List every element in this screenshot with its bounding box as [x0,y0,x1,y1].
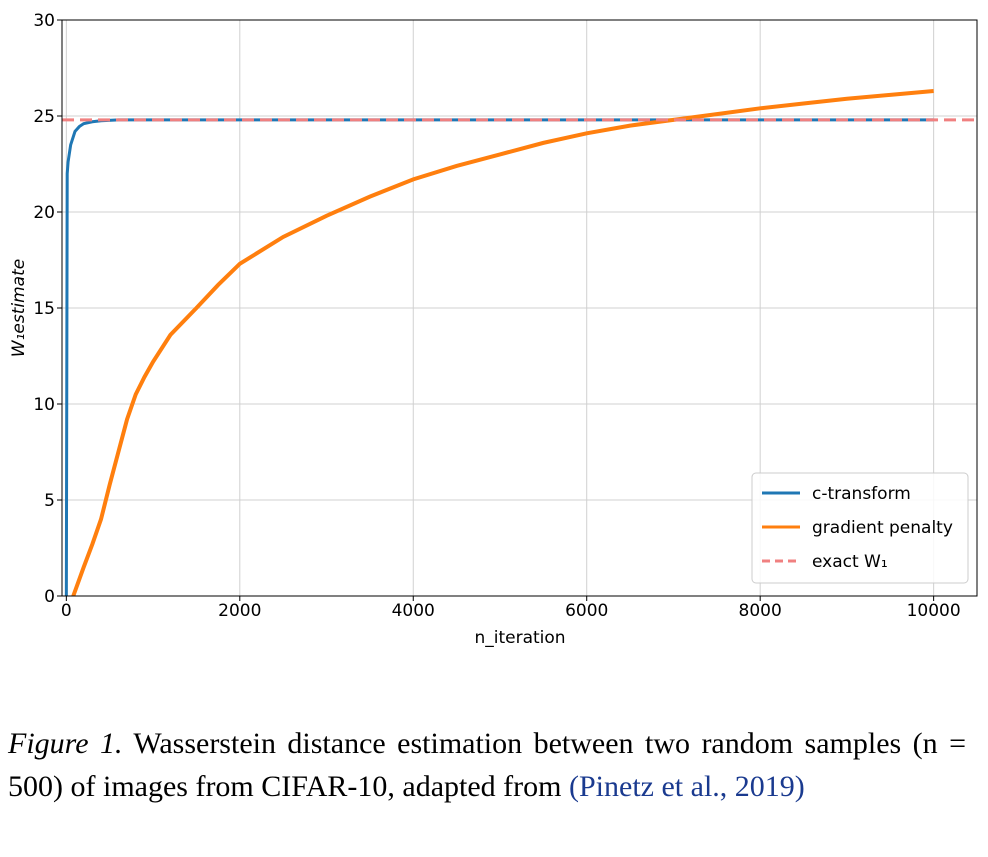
caption: Figure 1. Wasserstein distance estimatio… [8,722,966,808]
legend-label: c-transform [812,484,911,504]
citation[interactable]: (Pinetz et al., 2019) [569,770,805,803]
y-tick-label: 0 [44,587,55,607]
x-tick-label: 8000 [739,601,782,621]
x-axis-label: n_iteration [474,628,565,648]
x-tick-label: 4000 [392,601,435,621]
caption-label: Figure 1. [8,727,123,760]
y-tick-label: 5 [44,491,55,511]
y-axis-label: W₁estimate [9,259,29,357]
y-tick-label: 15 [33,299,55,319]
chart: n_iteration W₁estimate 0 2000 4000 6000 8000… [9,11,978,648]
legend-box [751,472,969,584]
caption-text: Wasserstein distance estimation between … [8,727,966,803]
y-tick-label: 30 [33,11,55,31]
x-tick-label: 6000 [565,601,608,621]
legend-label: exact W₁ [812,552,888,572]
x-tick-label: 10000 [907,601,961,621]
y-tick-label: 20 [33,203,55,223]
y-tick-label: 25 [33,107,55,127]
legend-label: gradient penalty [812,518,953,538]
series-line [71,89,934,597]
x-tick-label: 2000 [218,601,261,621]
y-tick-label: 10 [33,395,55,415]
axes-frame [61,19,978,597]
x-tick-label: 0 [61,601,72,621]
